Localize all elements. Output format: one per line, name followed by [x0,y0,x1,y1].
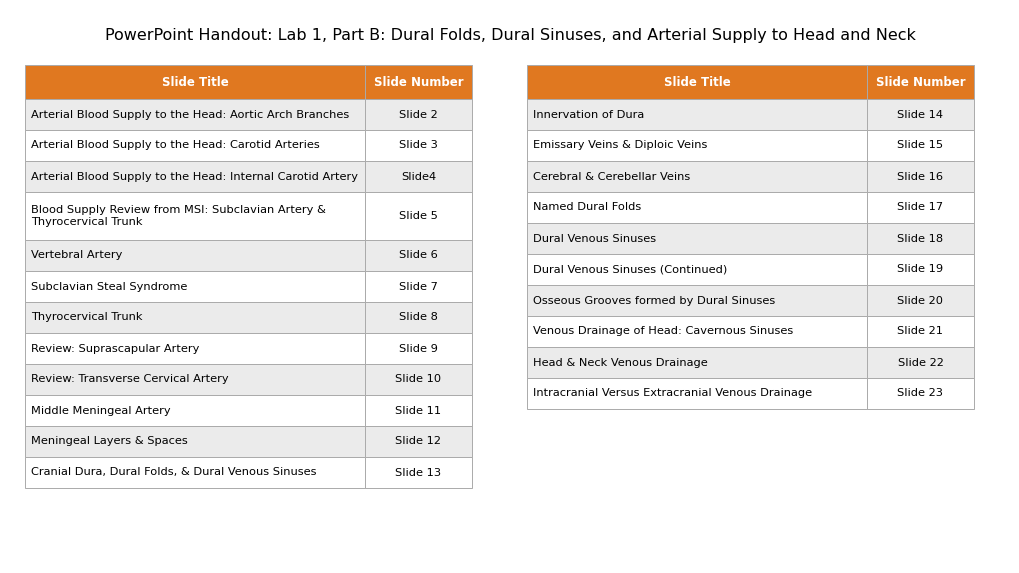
Text: Slide Title: Slide Title [161,76,228,88]
Bar [365,271,472,302]
Bar [527,254,866,285]
Text: Subclavian Steal Syndrome: Subclavian Steal Syndrome [31,281,187,292]
Text: Slide 16: Slide 16 [897,171,943,182]
Text: Slide 18: Slide 18 [897,234,943,244]
Bar [866,378,973,409]
Text: Slide 12: Slide 12 [395,437,441,446]
Bar [365,364,472,395]
Text: Review: Suprascapular Artery: Review: Suprascapular Artery [31,343,199,354]
Text: Slide 8: Slide 8 [398,312,437,323]
Bar [25,161,365,192]
Bar [527,223,866,254]
Text: Intracranial Versus Extracranial Venous Drainage: Intracranial Versus Extracranial Venous … [533,388,811,398]
Text: Innervation of Dura: Innervation of Dura [533,109,644,120]
Bar [25,457,365,488]
Text: Slide Number: Slide Number [875,76,964,88]
Bar [866,347,973,378]
Text: Slide 7: Slide 7 [398,281,437,292]
Text: Venous Drainage of Head: Cavernous Sinuses: Venous Drainage of Head: Cavernous Sinus… [533,327,793,336]
Text: Slide 6: Slide 6 [398,250,437,261]
Text: Cranial Dura, Dural Folds, & Dural Venous Sinuses: Cranial Dura, Dural Folds, & Dural Venou… [31,468,316,477]
Bar [866,223,973,254]
Bar [866,254,973,285]
Text: Cerebral & Cerebellar Veins: Cerebral & Cerebellar Veins [533,171,690,182]
Bar [25,333,365,364]
Bar [527,130,866,161]
Text: Arterial Blood Supply to the Head: Aortic Arch Branches: Arterial Blood Supply to the Head: Aorti… [31,109,348,120]
Bar [25,192,365,240]
Text: Meningeal Layers & Spaces: Meningeal Layers & Spaces [31,437,187,446]
Text: Vertebral Artery: Vertebral Artery [31,250,122,261]
Bar [365,395,472,426]
Bar [866,192,973,223]
Bar [365,65,472,99]
Text: Slide 19: Slide 19 [897,265,943,274]
Bar [25,65,365,99]
Bar [527,285,866,316]
Text: Slide 10: Slide 10 [395,375,441,384]
Bar [25,426,365,457]
Text: Slide 13: Slide 13 [395,468,441,477]
Bar [527,316,866,347]
Text: Slide 2: Slide 2 [398,109,437,120]
Text: Emissary Veins & Diploic Veins: Emissary Veins & Diploic Veins [533,140,707,151]
Text: Arterial Blood Supply to the Head: Internal Carotid Artery: Arterial Blood Supply to the Head: Inter… [31,171,358,182]
Text: Slide 15: Slide 15 [897,140,943,151]
Text: Arterial Blood Supply to the Head: Carotid Arteries: Arterial Blood Supply to the Head: Carot… [31,140,319,151]
Text: Slide 5: Slide 5 [398,211,437,221]
Bar [527,65,866,99]
Text: Review: Transverse Cervical Artery: Review: Transverse Cervical Artery [31,375,228,384]
Text: Slide 9: Slide 9 [398,343,437,354]
Bar [866,130,973,161]
Bar [866,316,973,347]
Text: Slide 17: Slide 17 [897,202,943,213]
Bar [866,285,973,316]
Bar [25,364,365,395]
Text: Slide 21: Slide 21 [897,327,943,336]
Text: Middle Meningeal Artery: Middle Meningeal Artery [31,406,170,415]
Text: Slide Title: Slide Title [663,76,730,88]
Bar [866,161,973,192]
Text: Dural Venous Sinuses: Dural Venous Sinuses [533,234,655,244]
Bar [527,192,866,223]
Text: Named Dural Folds: Named Dural Folds [533,202,641,213]
Bar [365,457,472,488]
Bar [25,99,365,130]
Bar [25,302,365,333]
Bar [365,426,472,457]
Bar [365,333,472,364]
Bar [365,240,472,271]
Text: Slide 3: Slide 3 [398,140,437,151]
Bar [527,378,866,409]
Bar [527,99,866,130]
Text: Slide 22: Slide 22 [897,358,943,367]
Bar [25,240,365,271]
Text: Slide 14: Slide 14 [897,109,943,120]
Bar [25,271,365,302]
Bar [25,395,365,426]
Bar [365,192,472,240]
Text: Head & Neck Venous Drainage: Head & Neck Venous Drainage [533,358,707,367]
Bar [527,347,866,378]
Text: Slide 23: Slide 23 [897,388,943,398]
Text: Blood Supply Review from MSI: Subclavian Artery &
Thyrocervical Trunk: Blood Supply Review from MSI: Subclavian… [31,205,325,227]
Bar [365,130,472,161]
Text: Slide 11: Slide 11 [395,406,441,415]
Text: Osseous Grooves formed by Dural Sinuses: Osseous Grooves formed by Dural Sinuses [533,296,774,305]
Text: PowerPoint Handout: Lab 1, Part B: Dural Folds, Dural Sinuses, and Arterial Supp: PowerPoint Handout: Lab 1, Part B: Dural… [105,28,914,43]
Text: Dural Venous Sinuses (Continued): Dural Venous Sinuses (Continued) [533,265,727,274]
Bar [527,161,866,192]
Text: Slide 20: Slide 20 [897,296,943,305]
Text: Thyrocervical Trunk: Thyrocervical Trunk [31,312,143,323]
Bar [365,302,472,333]
Bar [866,99,973,130]
Bar [365,99,472,130]
Text: Slide Number: Slide Number [373,76,463,88]
Bar [365,161,472,192]
Bar [866,65,973,99]
Text: Slide4: Slide4 [400,171,436,182]
Bar [25,130,365,161]
